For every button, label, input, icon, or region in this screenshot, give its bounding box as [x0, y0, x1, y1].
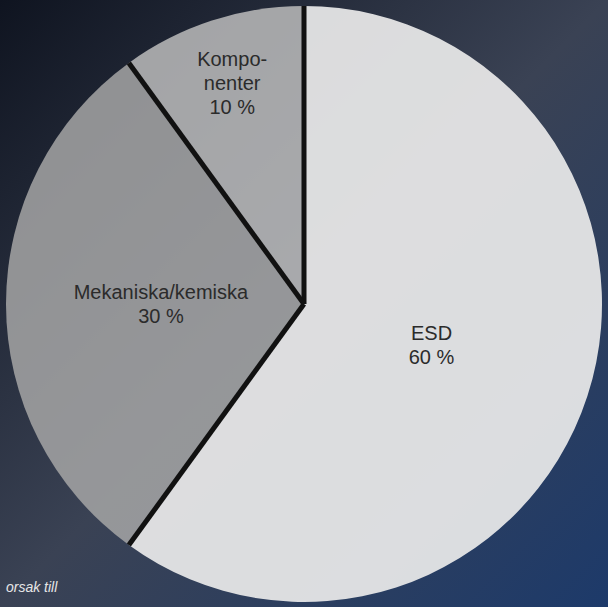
pie-slice [129, 6, 304, 304]
slice-label: ESD [411, 322, 452, 344]
slice-separator [302, 6, 307, 304]
chart-container: ESD60 % Mekaniska/kemiska30 % Kompo-nenter… [0, 0, 608, 607]
slice-separator [129, 304, 304, 545]
background [0, 0, 608, 607]
slice-label: nenter [204, 72, 261, 94]
labels: ESD60 % Mekaniska/kemiska30 % Kompo-nenter… [74, 48, 455, 369]
pie [6, 6, 602, 602]
slice-label: Kompo- [197, 48, 267, 70]
value-label: 30 % [138, 305, 184, 327]
annotation: orsak till [6, 579, 58, 595]
value-label: 60 % [409, 346, 455, 368]
slice-separator [129, 63, 304, 304]
value-label: 10 % [209, 96, 255, 118]
slice-label: Mekaniska/kemiska [74, 281, 249, 303]
chart: ESD60 % Mekaniska/kemiska30 % Kompo-nenter… [0, 0, 608, 607]
